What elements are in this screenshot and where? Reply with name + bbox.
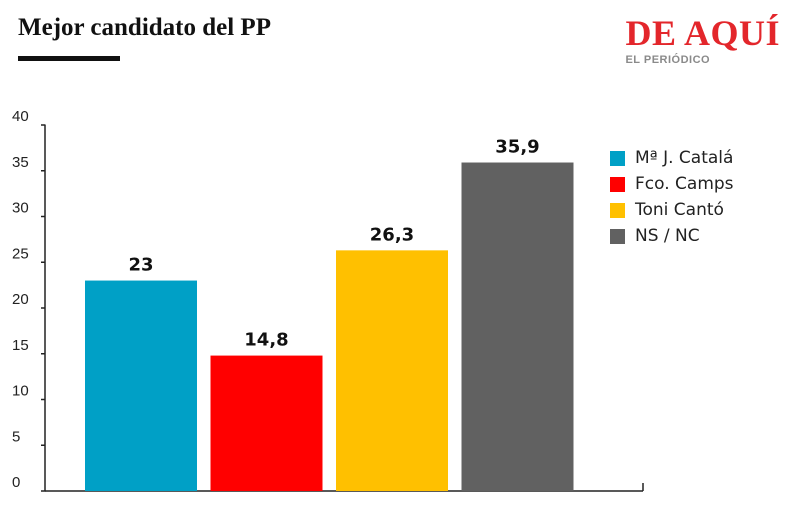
legend-item: Fco. Camps: [610, 171, 734, 197]
legend-label: NS / NC: [635, 226, 700, 246]
legend-swatch: [610, 202, 625, 218]
y-tick-label: 15: [12, 337, 29, 354]
bars: [85, 162, 574, 491]
data-labels: 23 14,8 26,3 35,9: [128, 137, 539, 351]
y-tick-label: 5: [12, 428, 20, 445]
legend: Mª J. Catalá Fco. Camps Toni Cantó NS / NC: [610, 145, 734, 249]
bar-value-label: 14,8: [244, 330, 288, 351]
legend-label: Fco. Camps: [635, 174, 734, 194]
brand-subtitle: EL PERIÓDICO: [625, 54, 711, 66]
legend-item: NS / NC: [610, 223, 734, 249]
legend-label: Mª J. Catalá: [635, 148, 734, 168]
legend-swatch: [610, 150, 625, 166]
legend-item: Toni Cantó: [610, 197, 734, 223]
bar: [461, 162, 574, 491]
bar: [336, 250, 448, 491]
bar-value-label: 23: [128, 255, 153, 276]
y-tick-label: 0: [12, 474, 20, 491]
brand-logo: DE AQUÍ EL PERIÓDICO: [625, 14, 780, 66]
bar-value-label: 35,9: [495, 137, 539, 158]
bar: [210, 355, 323, 491]
legend-swatch: [610, 176, 625, 192]
y-tick-label: 25: [12, 245, 29, 262]
y-axis: 0 5 10 15 20 25 30 35 40: [12, 108, 46, 492]
brand-name: DE AQUÍ: [625, 13, 780, 53]
y-tick-label: 20: [12, 291, 29, 308]
bar-value-label: 26,3: [370, 224, 414, 245]
legend-swatch: [610, 228, 625, 244]
legend-item: Mª J. Catalá: [610, 145, 734, 171]
chart-title: Mejor candidato del PP: [18, 14, 271, 41]
title-underline: [18, 56, 120, 61]
y-tick-label: 30: [12, 200, 29, 217]
bar: [85, 280, 197, 491]
y-tick-label: 10: [12, 383, 29, 400]
y-tick-label: 35: [12, 154, 29, 171]
y-tick-label: 40: [12, 108, 29, 125]
legend-label: Toni Cantó: [635, 200, 724, 220]
